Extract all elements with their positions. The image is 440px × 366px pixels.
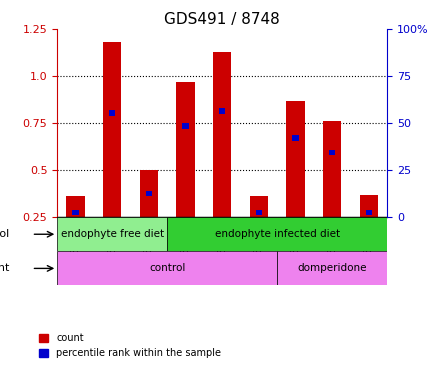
Text: domperidone: domperidone	[297, 264, 367, 273]
Bar	[109, 110, 115, 116]
Bar	[182, 123, 189, 129]
Text: endophyte infected diet: endophyte infected diet	[215, 229, 340, 239]
Bar	[167, 217, 387, 251]
Text: agent: agent	[0, 264, 10, 273]
Bar	[256, 210, 262, 215]
Bar	[219, 108, 225, 114]
Bar	[360, 195, 378, 217]
Bar	[176, 82, 194, 217]
Legend: count, percentile rank within the sample: count, percentile rank within the sample	[36, 330, 224, 361]
Bar	[57, 251, 277, 285]
Bar	[66, 197, 85, 217]
Text: protocol: protocol	[0, 229, 10, 239]
Title: GDS491 / 8748: GDS491 / 8748	[164, 12, 280, 27]
Text: control: control	[149, 264, 185, 273]
Bar	[329, 150, 335, 155]
Bar	[286, 101, 305, 217]
Text: endophyte free diet: endophyte free diet	[61, 229, 164, 239]
Bar	[277, 251, 387, 285]
Bar	[103, 42, 121, 217]
Bar	[57, 217, 167, 251]
Bar	[146, 191, 152, 197]
Bar	[323, 122, 341, 217]
Bar	[292, 135, 299, 141]
Bar	[72, 210, 79, 215]
Bar	[366, 210, 372, 215]
Bar	[140, 170, 158, 217]
Bar	[213, 52, 231, 217]
Bar	[250, 197, 268, 217]
